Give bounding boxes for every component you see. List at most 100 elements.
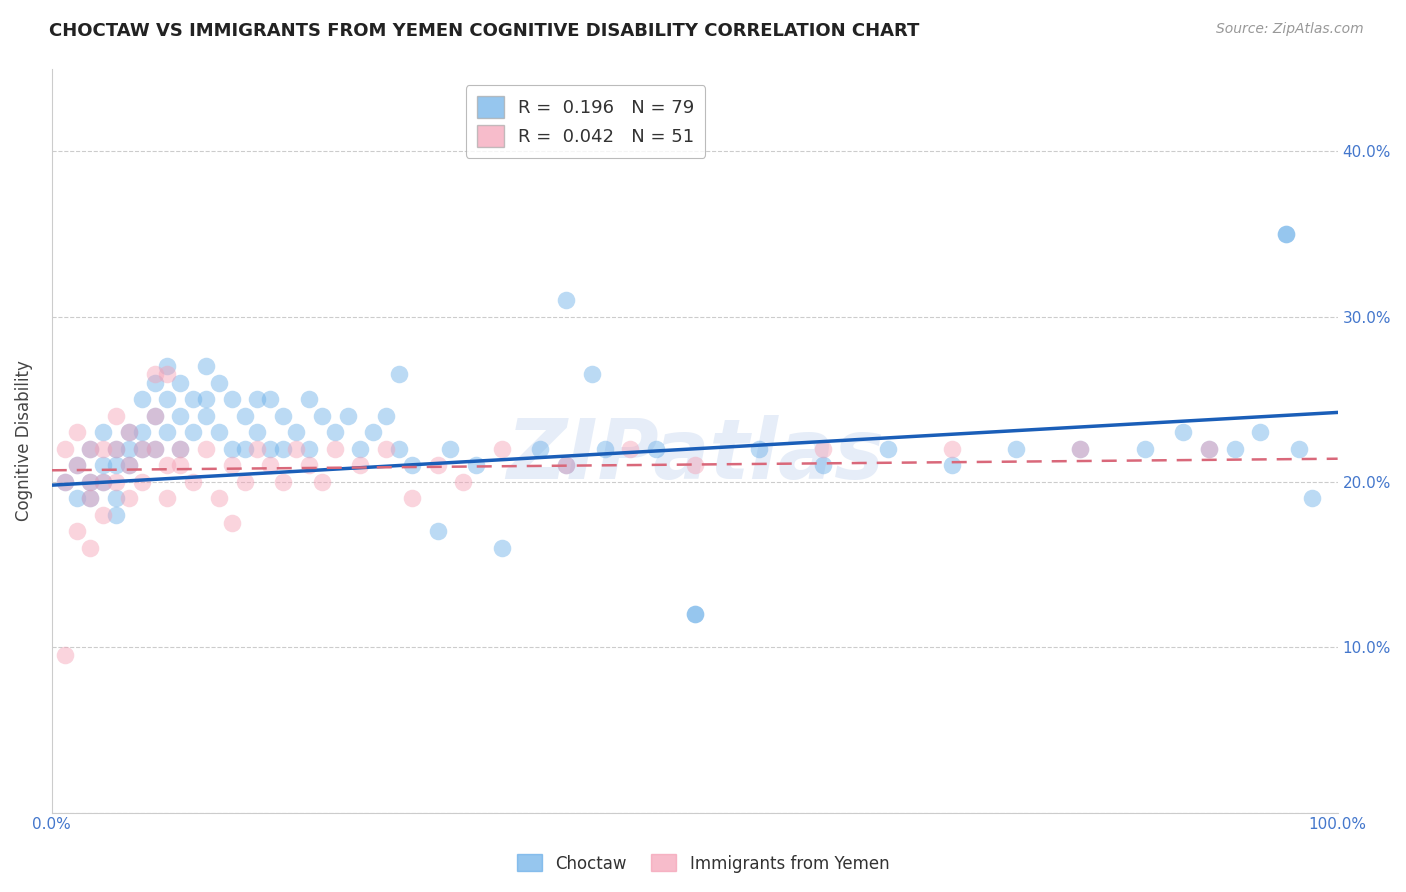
Point xyxy=(259,442,281,456)
Point xyxy=(388,368,411,382)
Point xyxy=(298,458,321,473)
Point xyxy=(53,475,76,489)
Point xyxy=(181,475,204,489)
Point xyxy=(555,293,578,307)
Point xyxy=(1069,442,1091,456)
Point xyxy=(131,425,153,440)
Point xyxy=(439,442,461,456)
Point xyxy=(156,425,179,440)
Point xyxy=(375,409,398,423)
Point xyxy=(169,442,191,456)
Point xyxy=(336,409,359,423)
Point xyxy=(349,458,371,473)
Point xyxy=(1288,442,1310,456)
Point xyxy=(1198,442,1220,456)
Point xyxy=(1250,425,1272,440)
Point xyxy=(323,442,346,456)
Point xyxy=(91,458,114,473)
Point xyxy=(143,442,166,456)
Point xyxy=(941,442,963,456)
Point xyxy=(401,491,423,506)
Point xyxy=(91,508,114,522)
Point xyxy=(105,409,128,423)
Point xyxy=(375,442,398,456)
Text: Source: ZipAtlas.com: Source: ZipAtlas.com xyxy=(1216,22,1364,37)
Point xyxy=(259,392,281,407)
Point xyxy=(118,425,141,440)
Point xyxy=(143,368,166,382)
Point xyxy=(1005,442,1028,456)
Point xyxy=(581,368,603,382)
Point xyxy=(169,458,191,473)
Point xyxy=(298,442,321,456)
Point xyxy=(246,425,269,440)
Point xyxy=(156,458,179,473)
Point xyxy=(131,475,153,489)
Point xyxy=(491,442,513,456)
Point xyxy=(105,508,128,522)
Point xyxy=(645,442,668,456)
Point xyxy=(156,368,179,382)
Point xyxy=(156,359,179,373)
Point xyxy=(813,458,835,473)
Point xyxy=(195,392,218,407)
Point xyxy=(271,409,294,423)
Point xyxy=(131,442,153,456)
Y-axis label: Cognitive Disability: Cognitive Disability xyxy=(15,360,32,521)
Point xyxy=(285,425,308,440)
Point xyxy=(1275,227,1298,241)
Point xyxy=(246,392,269,407)
Point xyxy=(53,442,76,456)
Point xyxy=(79,442,101,456)
Point xyxy=(53,648,76,663)
Point xyxy=(169,409,191,423)
Point xyxy=(311,475,333,489)
Point xyxy=(388,442,411,456)
Point xyxy=(195,442,218,456)
Point xyxy=(156,392,179,407)
Point xyxy=(195,359,218,373)
Point xyxy=(349,442,371,456)
Point xyxy=(271,442,294,456)
Point xyxy=(259,458,281,473)
Point xyxy=(131,442,153,456)
Point xyxy=(876,442,898,456)
Point xyxy=(298,392,321,407)
Point xyxy=(748,442,770,456)
Point xyxy=(246,442,269,456)
Point xyxy=(66,458,89,473)
Point xyxy=(1301,491,1323,506)
Point xyxy=(79,442,101,456)
Point xyxy=(195,409,218,423)
Point xyxy=(79,491,101,506)
Point xyxy=(683,458,706,473)
Point xyxy=(118,458,141,473)
Point xyxy=(221,458,243,473)
Point xyxy=(91,475,114,489)
Point xyxy=(79,541,101,555)
Point xyxy=(555,458,578,473)
Point xyxy=(619,442,641,456)
Point xyxy=(79,475,101,489)
Point xyxy=(118,458,141,473)
Point xyxy=(105,475,128,489)
Point xyxy=(91,442,114,456)
Point xyxy=(169,376,191,390)
Point xyxy=(105,491,128,506)
Legend: Choctaw, Immigrants from Yemen: Choctaw, Immigrants from Yemen xyxy=(510,847,896,880)
Point xyxy=(66,491,89,506)
Point xyxy=(131,392,153,407)
Point xyxy=(79,475,101,489)
Text: CHOCTAW VS IMMIGRANTS FROM YEMEN COGNITIVE DISABILITY CORRELATION CHART: CHOCTAW VS IMMIGRANTS FROM YEMEN COGNITI… xyxy=(49,22,920,40)
Point xyxy=(1133,442,1156,456)
Point xyxy=(79,491,101,506)
Point xyxy=(143,409,166,423)
Point xyxy=(91,425,114,440)
Point xyxy=(683,607,706,621)
Point xyxy=(426,524,449,539)
Point xyxy=(143,376,166,390)
Point xyxy=(118,491,141,506)
Point xyxy=(813,442,835,456)
Point xyxy=(1069,442,1091,456)
Point xyxy=(208,425,231,440)
